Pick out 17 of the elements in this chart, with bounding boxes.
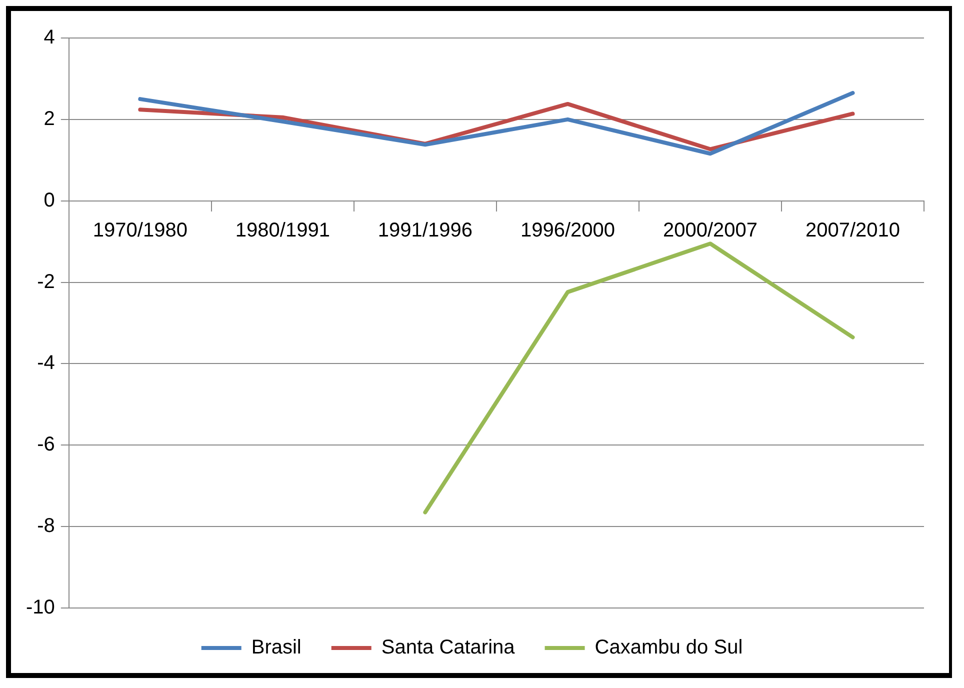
y-tick-label: -8 (37, 515, 55, 538)
legend-label: Caxambu do Sul (594, 636, 743, 659)
x-tick-label: 2000/2007 (662, 219, 758, 242)
x-tick-label: 2007/2010 (805, 219, 900, 242)
x-tick-label: 1980/1991 (235, 219, 330, 242)
y-tick-label: -4 (37, 352, 55, 374)
x-tick-label: 1996/2000 (520, 219, 615, 242)
y-tick-label: -2 (37, 270, 55, 293)
y-tick-label: 4 (44, 26, 55, 49)
x-tick-label: 1970/1980 (92, 219, 188, 242)
y-tick-label: 0 (44, 189, 55, 212)
y-tick-label: -10 (26, 596, 55, 619)
legend-label: Brasil (251, 636, 302, 659)
x-tick-label: 1991/1996 (378, 219, 472, 242)
y-tick-label: 2 (44, 108, 55, 130)
y-tick-label: -6 (37, 434, 55, 456)
legend-label: Santa Catarina (381, 636, 516, 659)
